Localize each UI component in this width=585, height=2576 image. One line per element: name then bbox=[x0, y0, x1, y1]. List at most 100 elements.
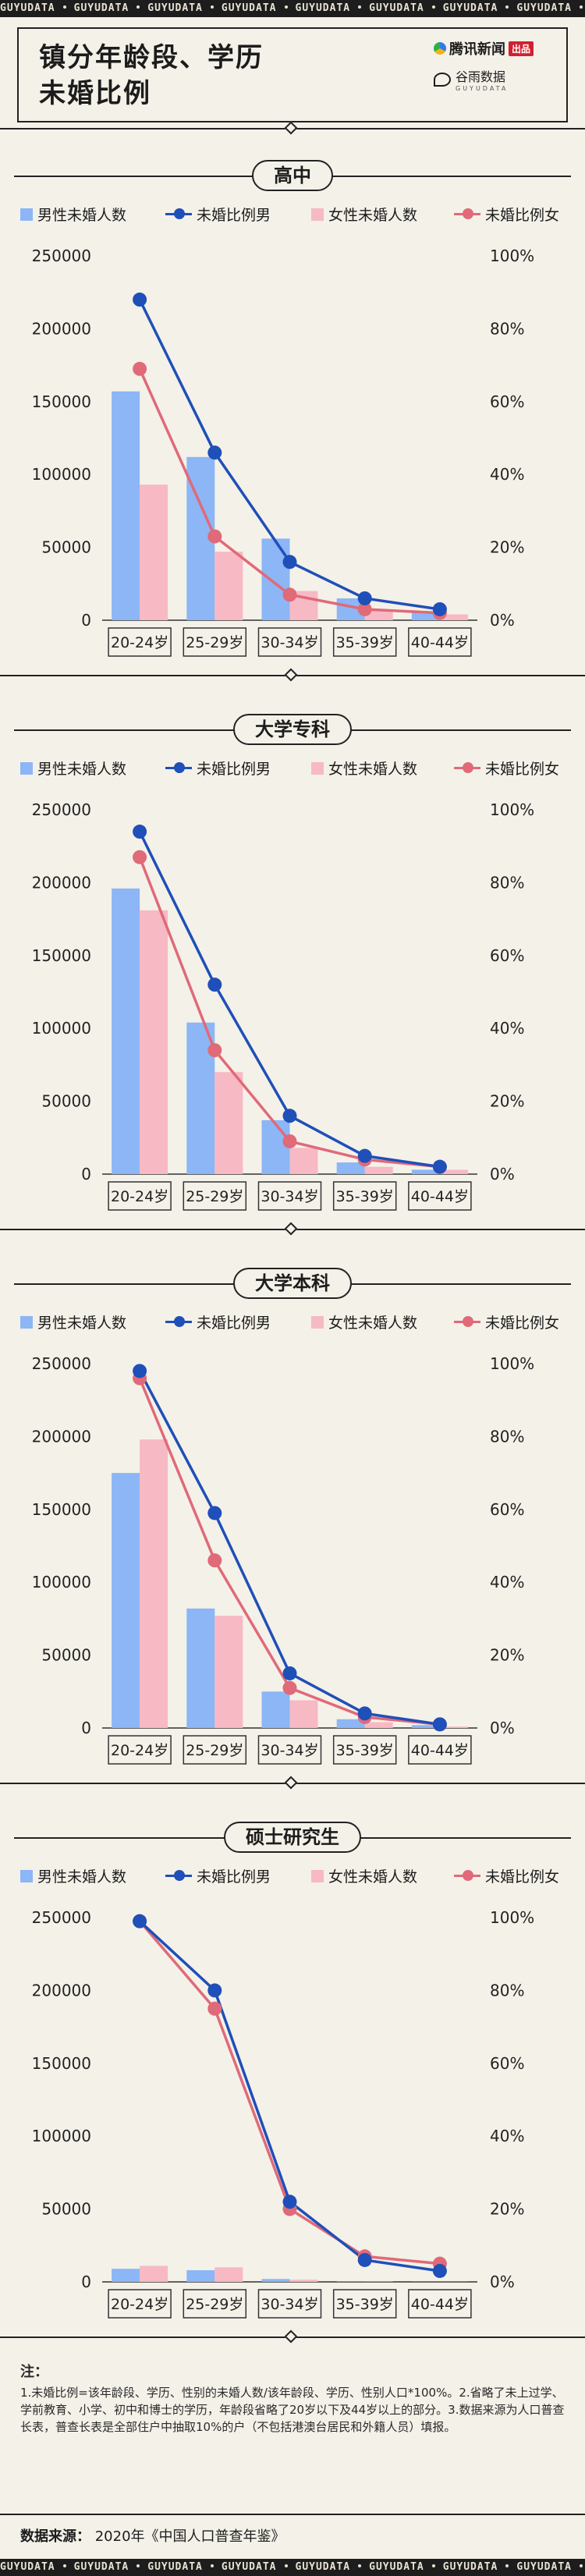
logo-group: 腾讯新闻 出品 谷雨数据 GUYUDATA bbox=[434, 38, 558, 92]
legend-label: 女性未婚人数 bbox=[328, 1315, 418, 1332]
x-category-box bbox=[257, 1181, 322, 1211]
legend-swatch bbox=[20, 1315, 33, 1329]
male-ratio-point bbox=[133, 293, 147, 307]
y-tick-label: 50000 bbox=[41, 2200, 91, 2219]
legend-female-ratio: 未婚比例女 bbox=[454, 1865, 559, 1886]
y2-tick-label: 0% bbox=[490, 1719, 515, 1737]
female-ratio-point bbox=[207, 1553, 222, 1568]
male-ratio-point bbox=[207, 445, 222, 460]
male-count-bar bbox=[261, 1119, 290, 1174]
legend-swatch bbox=[165, 208, 192, 219]
tape-label: GUYUDATA bbox=[0, 2561, 55, 2573]
tape-label: GUYUDATA bbox=[147, 2561, 203, 2573]
x-category-box bbox=[257, 2289, 322, 2319]
x-tick-label: 30-34岁 bbox=[261, 634, 318, 651]
male-ratio-point bbox=[207, 1983, 222, 1998]
male-ratio-point bbox=[133, 1914, 147, 1928]
legend-label: 男性未婚人数 bbox=[37, 761, 127, 778]
legend-label: 未婚比例女 bbox=[485, 1868, 560, 1886]
female-ratio-point bbox=[282, 1680, 297, 1695]
legend-label: 男性未婚人数 bbox=[37, 1868, 127, 1886]
x-tick-label: 40-44岁 bbox=[411, 1742, 469, 1759]
header: 镇分年龄段、学历 未婚比例 腾讯新闻 出品 谷雨数据 GUYUDATA bbox=[17, 27, 568, 122]
tape-label: GUYUDATA bbox=[295, 2, 351, 14]
female-count-bar bbox=[439, 1726, 468, 1728]
x-category-box bbox=[332, 1181, 397, 1211]
y-tick-label: 0 bbox=[81, 2273, 91, 2291]
guyu-logo: 谷雨数据 GUYUDATA bbox=[434, 66, 558, 92]
female-count-bar bbox=[214, 1616, 243, 1728]
x-category-box bbox=[108, 2289, 172, 2319]
x-category: 25-29岁 bbox=[183, 1181, 247, 1211]
female-ratio-point bbox=[357, 601, 372, 616]
legend-label: 未婚比例男 bbox=[197, 1868, 271, 1886]
male-ratio-point bbox=[432, 601, 447, 616]
x-category: 25-29岁 bbox=[183, 2289, 247, 2319]
female-count-bar bbox=[439, 614, 468, 620]
legend-swatch bbox=[20, 1869, 33, 1882]
y2-tick-label: 0% bbox=[490, 611, 515, 630]
legend-label: 女性未婚人数 bbox=[328, 207, 418, 224]
legend-female-count: 女性未婚人数 bbox=[311, 1311, 417, 1332]
male-count-bar bbox=[411, 611, 440, 620]
legend-label: 未婚比例女 bbox=[485, 1315, 560, 1332]
y2-tick-label: 20% bbox=[490, 2200, 524, 2219]
y-tick-label: 150000 bbox=[32, 392, 91, 411]
chart-plot: 0 50000 100000 150000 200000 250000 0% 20% 40% 60… bbox=[32, 247, 534, 657]
legend-label: 未婚比例男 bbox=[197, 761, 271, 778]
y2-tick-label: 80% bbox=[490, 319, 524, 338]
x-category: 30-34岁 bbox=[257, 2289, 322, 2319]
legend-label: 未婚比例女 bbox=[485, 207, 560, 224]
legend-swatch bbox=[165, 1870, 192, 1881]
legend-male-count: 男性未婚人数 bbox=[20, 1865, 126, 1886]
female-ratio-point bbox=[207, 529, 222, 544]
female-ratio-point bbox=[282, 587, 297, 602]
tape-label: GUYUDATA bbox=[516, 2, 572, 14]
legend-female-ratio: 未婚比例女 bbox=[454, 204, 559, 225]
y-tick-label: 50000 bbox=[41, 538, 91, 557]
y2-tick-label: 80% bbox=[490, 1427, 524, 1446]
y-tick-label: 0 bbox=[81, 611, 91, 630]
legend-label: 女性未婚人数 bbox=[328, 761, 418, 778]
y-tick-label: 200000 bbox=[32, 873, 91, 892]
female-count-bar bbox=[289, 1148, 318, 1174]
top-tape: GUYUDATA GUYUDATA GUYUDATA GUYUDATA GUYUDATA… bbox=[0, 0, 585, 17]
chart-legend: 男性未婚人数 未婚比例男 女性未婚人数 未婚比例女 bbox=[20, 1865, 582, 1886]
notes-heading: 注： bbox=[20, 2364, 48, 2380]
x-tick-label: 20-24岁 bbox=[111, 1188, 168, 1205]
x-tick-label: 20-24岁 bbox=[111, 1742, 168, 1759]
y-tick-label: 150000 bbox=[32, 2054, 91, 2073]
x-category: 20-24岁 bbox=[108, 1181, 172, 1211]
x-category: 40-44岁 bbox=[408, 2289, 472, 2319]
female-count-bar bbox=[140, 2266, 168, 2282]
chart-legend: 男性未婚人数 未婚比例男 女性未婚人数 未婚比例女 bbox=[20, 204, 582, 225]
title-line-2: 未婚比例 bbox=[39, 78, 151, 109]
female-ratio-point bbox=[207, 2001, 222, 2016]
x-category-box bbox=[408, 1735, 472, 1765]
male-count-bar bbox=[186, 1608, 215, 1728]
legend-male-ratio: 未婚比例男 bbox=[165, 204, 271, 225]
x-tick-label: 40-44岁 bbox=[411, 2296, 469, 2313]
y2-tick-label: 100% bbox=[490, 1908, 534, 1927]
x-tick-label: 30-34岁 bbox=[261, 2296, 318, 2313]
male-count-bar bbox=[261, 538, 290, 620]
male-count-bar bbox=[261, 1691, 290, 1728]
x-tick-label: 20-24岁 bbox=[111, 2296, 168, 2313]
female-count-bar bbox=[214, 2267, 243, 2282]
x-category: 35-39岁 bbox=[332, 1181, 397, 1211]
legend-swatch bbox=[311, 761, 324, 775]
legend-male-ratio: 未婚比例男 bbox=[165, 758, 271, 779]
y-tick-label: 150000 bbox=[32, 946, 91, 965]
tape-label: GUYUDATA bbox=[221, 2561, 277, 2573]
tencent-logo-text: 腾讯新闻 bbox=[449, 41, 505, 58]
y2-tick-label: 40% bbox=[490, 1573, 524, 1591]
tape-label: GUYUDATA bbox=[369, 2561, 424, 2573]
female-count-bar bbox=[364, 1166, 393, 1174]
male-ratio-point bbox=[357, 2252, 372, 2267]
y2-tick-label: 0% bbox=[490, 1165, 515, 1183]
male-ratio-point bbox=[207, 1506, 222, 1520]
legend-female-count: 女性未婚人数 bbox=[311, 1865, 417, 1886]
x-tick-label: 25-29岁 bbox=[186, 634, 243, 651]
chart-section: 大学专科 男性未婚人数 未婚比例男 女性未婚人数 未婚比例女 0 50000 100000 15… bbox=[0, 714, 585, 1252]
x-category: 20-24岁 bbox=[108, 1735, 172, 1765]
